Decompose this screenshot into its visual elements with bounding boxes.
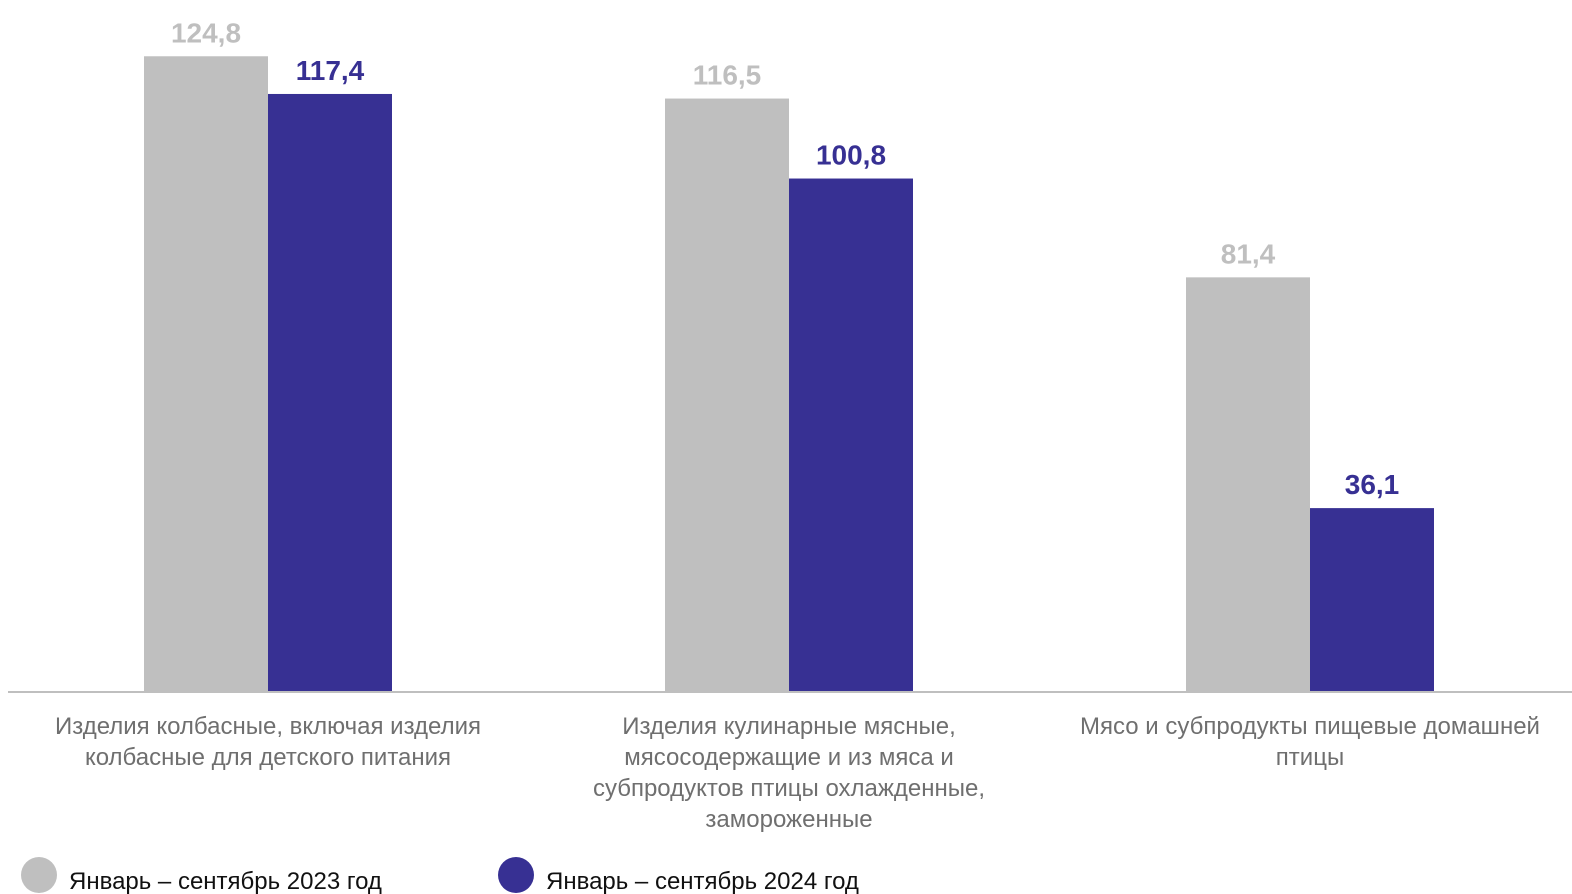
- bar-series1-category1: [144, 56, 268, 692]
- bar-series1-category2: [665, 98, 789, 692]
- legend-label-series1: Январь – сентябрь 2023 год: [69, 868, 382, 894]
- category-label-line: субпродуктов птицы охлажденные,: [593, 775, 985, 802]
- value-labels-group: 124,8 116,5 81,4 117,4 100,8 36,1: [171, 17, 1399, 500]
- category-label-line: Изделия кулинарные мясные,: [622, 713, 956, 740]
- category-labels-group: Изделия колбасные, включая изделия колбас…: [55, 713, 1540, 833]
- bars-group: [144, 56, 1434, 693]
- legend-marker-series1: [21, 857, 57, 893]
- category-label-line: Изделия колбасные, включая изделия: [55, 713, 481, 740]
- bar-series2-category2: [789, 178, 913, 693]
- category-label-line: колбасные для детского питания: [85, 744, 451, 771]
- category-label-3: Мясо и субпродукты пищевые домашней птицы: [1080, 713, 1540, 771]
- category-label-line: замороженные: [705, 806, 872, 833]
- value-label-series1-category3: 81,4: [1221, 238, 1276, 269]
- legend: Январь – сентябрь 2023 год Январь – сентя…: [21, 857, 859, 894]
- legend-label-series2: Январь – сентябрь 2024 год: [546, 868, 859, 894]
- value-label-series2-category3: 36,1: [1345, 469, 1400, 500]
- bar-series2-category1: [268, 93, 392, 692]
- bar-series1-category3: [1186, 277, 1310, 692]
- category-label-line: мясосодержащие и из мяса и: [624, 744, 954, 771]
- category-label-line: птицы: [1276, 744, 1344, 771]
- value-label-series1-category1: 124,8: [171, 17, 241, 48]
- category-label-1: Изделия колбасные, включая изделия колбас…: [55, 713, 481, 771]
- value-label-series1-category2: 116,5: [693, 60, 762, 91]
- value-label-series2-category1: 117,4: [296, 55, 365, 86]
- category-label-line: Мясо и субпродукты пищевые домашней: [1080, 713, 1540, 740]
- category-label-2: Изделия кулинарные мясные, мясосодержащие…: [593, 713, 985, 833]
- bar-series2-category3: [1310, 508, 1434, 692]
- legend-marker-series2: [498, 857, 534, 893]
- value-label-series2-category2: 100,8: [816, 140, 886, 171]
